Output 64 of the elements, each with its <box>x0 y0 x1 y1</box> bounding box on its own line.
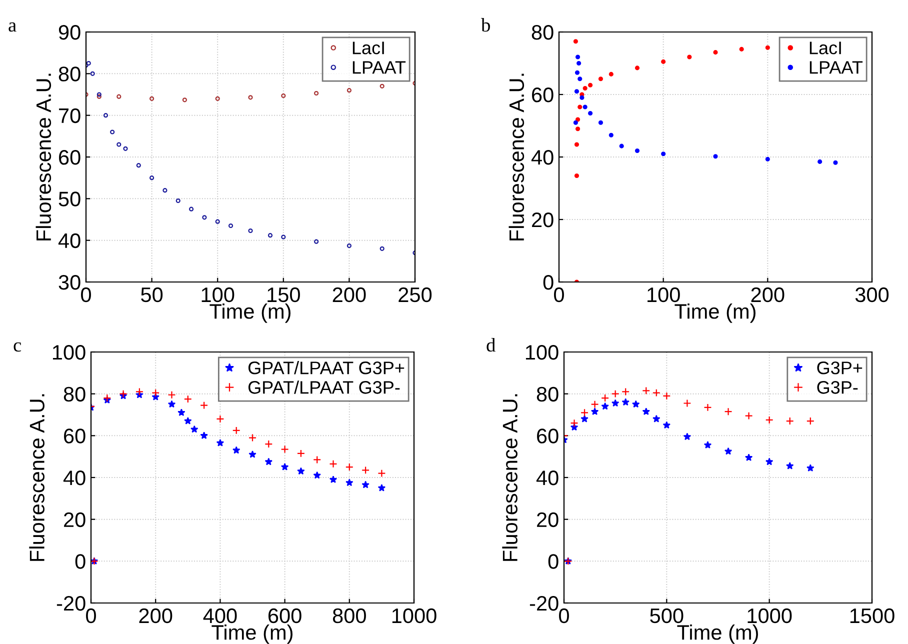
x-axis-title: Time (m) <box>674 304 756 323</box>
y-tick-label: 100 <box>52 345 86 360</box>
legend-label: LPAAT <box>352 61 406 74</box>
legend-label: LacI <box>352 42 384 54</box>
y-tick-label: 90 <box>58 25 80 40</box>
y-tick-label: 0 <box>548 554 558 569</box>
y-tick-label: 60 <box>532 88 554 102</box>
y-tick-label: 40 <box>63 470 86 486</box>
y-axis-title: Fluorescence A.U. <box>508 74 524 240</box>
y-axis-title: Fluorescence A.U. <box>36 74 52 240</box>
x-tick-label: 0 <box>559 608 569 624</box>
x-tick-label: 1000 <box>392 608 436 624</box>
y-tick-label: 50 <box>58 192 80 206</box>
legend-label: LacI <box>810 42 841 54</box>
x-tick-label: 800 <box>332 608 366 624</box>
x-axis-title: Time (m) <box>210 304 290 323</box>
y-tick-label: 20 <box>64 512 86 528</box>
legend-label: GPAT/LPAAT G3P+ <box>248 361 404 374</box>
y-tick-label: 60 <box>59 150 80 165</box>
legend-label: LPAAT <box>810 61 863 74</box>
chart-title: d <box>486 338 496 352</box>
y-tick-label: 60 <box>537 428 558 444</box>
x-tick-label: 100 <box>648 287 680 302</box>
legend-label: GPAT/LPAAT G3P- <box>248 380 400 394</box>
y-tick-label: 100 <box>526 345 558 360</box>
x-axis-title: Time (m) <box>212 624 292 644</box>
x-tick-label: 150 <box>268 287 300 302</box>
x-tick-label: 1500 <box>850 608 894 624</box>
y-tick-label: 0 <box>543 275 554 290</box>
x-tick-label: 500 <box>650 608 684 624</box>
x-tick-label: 200 <box>139 608 172 624</box>
y-tick-label: 60 <box>64 428 86 444</box>
y-tick-label: 70 <box>59 108 80 124</box>
y-tick-label: 0 <box>75 554 86 569</box>
y-tick-label: 80 <box>536 386 558 402</box>
x-tick-label: 0 <box>86 608 96 624</box>
x-tick-label: 200 <box>751 287 784 302</box>
y-tick-label: 40 <box>536 470 558 486</box>
x-tick-label: 400 <box>203 608 237 624</box>
y-tick-label: 20 <box>537 512 558 528</box>
y-tick-label: 80 <box>532 25 554 40</box>
y-tick-label: -20 <box>56 596 86 611</box>
legend-label: G3P- <box>817 381 858 394</box>
x-tick-label: 200 <box>332 287 366 302</box>
x-tick-label: 1000 <box>748 608 792 624</box>
x-axis-title: Time (m) <box>677 624 758 644</box>
legend-label: G3P+ <box>817 362 862 374</box>
y-tick-label: -20 <box>530 596 558 611</box>
chart-title: b <box>481 18 490 32</box>
y-tick-label: 80 <box>64 386 86 402</box>
y-tick-label: 40 <box>58 233 80 248</box>
x-tick-label: 100 <box>202 287 234 302</box>
y-axis-title: Fluorescence A.U. <box>502 394 518 561</box>
chart-title: a <box>8 22 16 32</box>
chart-title: c <box>14 342 22 352</box>
y-tick-label: 30 <box>58 275 80 290</box>
x-tick-label: 50 <box>141 287 163 302</box>
y-tick-label: 20 <box>532 212 554 228</box>
x-tick-label: 300 <box>855 287 889 302</box>
x-tick-label: 600 <box>268 608 302 624</box>
x-tick-label: 250 <box>398 287 432 302</box>
y-tick-label: 80 <box>58 66 80 82</box>
y-axis-title: Fluorescence A.U. <box>29 394 44 561</box>
y-tick-label: 40 <box>531 150 554 165</box>
